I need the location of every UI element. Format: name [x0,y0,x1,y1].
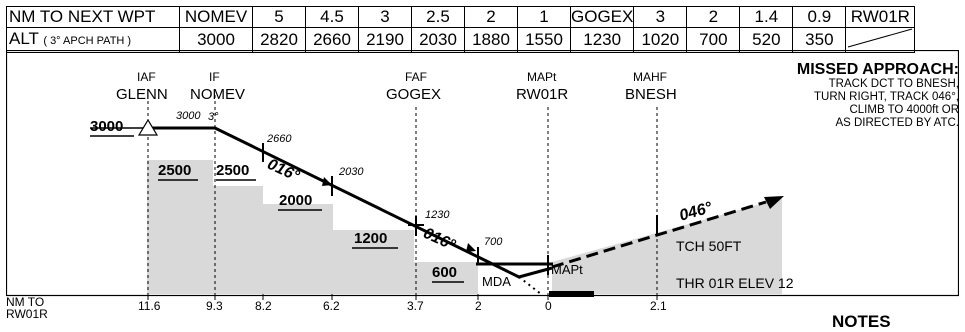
visual-segment [518,276,542,295]
missed-approach-path [551,200,767,269]
missed-approach-block: MISSED APPROACH: TRACK DCT TO BNESH, TUR… [719,62,959,130]
axis-tick-label: 11.6 [138,299,161,313]
profile-frame [6,50,959,297]
mda-label: MDA [482,274,511,289]
dist-cell: 1.4 [739,6,794,28]
distance-row: NM TO NEXT WPT NOMEV 5 4.5 3 2.5 2 1 GOG… [6,6,916,28]
dist-cell: 3 [633,6,688,28]
dist-cell: GOGEX [569,6,635,28]
mapt-label: MAPt [551,262,583,277]
msa-value: 2500 [158,162,192,179]
missed-approach-line: CLIMB TO 4000ft OR [849,104,959,116]
axis-label: NM TO RW01R [6,295,48,321]
mapt-name: RW01R [516,86,569,103]
faf-type: FAF [405,70,428,84]
axis-tick-label: 9.3 [206,299,223,313]
missed-approach-line: TRACK DCT TO BNESH, [828,78,959,90]
alt-cell: 1880 [464,27,518,53]
alt-cell: 1020 [633,27,688,53]
dist-cell: NOMEV [179,6,253,28]
alt-cell: 1230 [569,27,635,53]
dist-cell: 2.5 [411,6,465,28]
dist-cell: 4.5 [305,6,359,28]
msa-value: 2000 [279,192,313,209]
threshold-elevation: THR 01R ELEV 12 [676,275,794,291]
alt-cell: 520 [739,27,794,53]
faf-name: GOGEX [386,86,442,103]
arrow-icon [466,243,476,252]
alt-cell: 2030 [411,27,465,53]
alt-cell: 2820 [252,27,306,53]
glide-angle: 3° [208,111,219,123]
axis-tick-label: 8.2 [255,299,272,313]
faf-altitude: 1230 [425,209,450,221]
slash-icon [848,28,913,48]
dist-cell: RW01R [845,6,916,28]
missed-approach-line: TURN RIGHT, TRACK 046°, [814,91,959,103]
iaf-name: GLENN [116,86,168,103]
missed-arrow-icon [764,196,784,209]
if-altitude: 3000 [176,110,201,122]
axis-tick-label: 2 [475,299,482,313]
if-type: IF [209,70,220,84]
msa-value: 1200 [354,230,388,247]
missed-approach-wedge [552,198,782,294]
axis-tick-label: 0 [545,299,552,313]
stepdown-altitude: 2030 [339,166,364,178]
alt-cell: 350 [792,27,847,53]
arrow-icon [322,177,332,186]
dist-cell: 5 [252,6,306,28]
alt-cell: 2660 [305,27,359,53]
dist-cell: 1 [517,6,571,28]
axis-tick-label: 2.1 [650,299,667,313]
axis-tick-label: 6.2 [323,299,340,313]
missed-approach-title: MISSED APPROACH: [796,61,959,78]
stepdown-altitude: 2660 [267,133,292,145]
runway-bar [549,291,594,297]
msa-value: 600 [432,264,458,281]
alt-cell: 2190 [358,27,412,53]
alt-header-main: ALT [9,29,39,48]
alt-cell: 700 [686,27,741,53]
msa-value: 2500 [216,162,250,179]
distance-altitude-table: NM TO NEXT WPT NOMEV 5 4.5 3 2.5 2 1 GOG… [6,6,916,53]
approach-path [148,126,553,279]
mahf-name: BNESH [625,86,677,103]
missed-approach-line: AS DIRECTED BY ATC. [835,117,959,129]
dist-cell: 0.9 [792,6,847,28]
approach-profile [6,50,959,300]
if-name: NOMEV [190,86,246,103]
mahf-type: MAHF [633,70,667,84]
mapt-type: MAPt [527,70,557,84]
alt-cell-blank [845,27,916,53]
iaf-triangle-icon [137,118,159,136]
altitude-row: ALT ( 3° APCH PATH ) 3000 2820 2660 2190… [6,27,916,53]
alt-cell: 1550 [517,27,571,53]
alt-cell: 3000 [179,27,253,53]
terrain-shading [147,160,478,294]
dist-cell: 2 [464,6,518,28]
axis-tick-label: 3.7 [407,299,424,313]
alt-header: ALT ( 3° APCH PATH ) [6,27,180,53]
tch-label: TCH 50FT [676,238,742,254]
iaf-type: IAF [137,70,156,84]
notes-heading: NOTES [832,312,891,331]
dist-cell: 3 [358,6,412,28]
iaf-altitude: 3000 [90,118,124,135]
alt-header-sub: ( 3° APCH PATH ) [43,35,132,47]
dist-cell: 2 [686,6,741,28]
dist-header: NM TO NEXT WPT [6,6,180,28]
stepdown-altitude: 700 [484,236,503,248]
